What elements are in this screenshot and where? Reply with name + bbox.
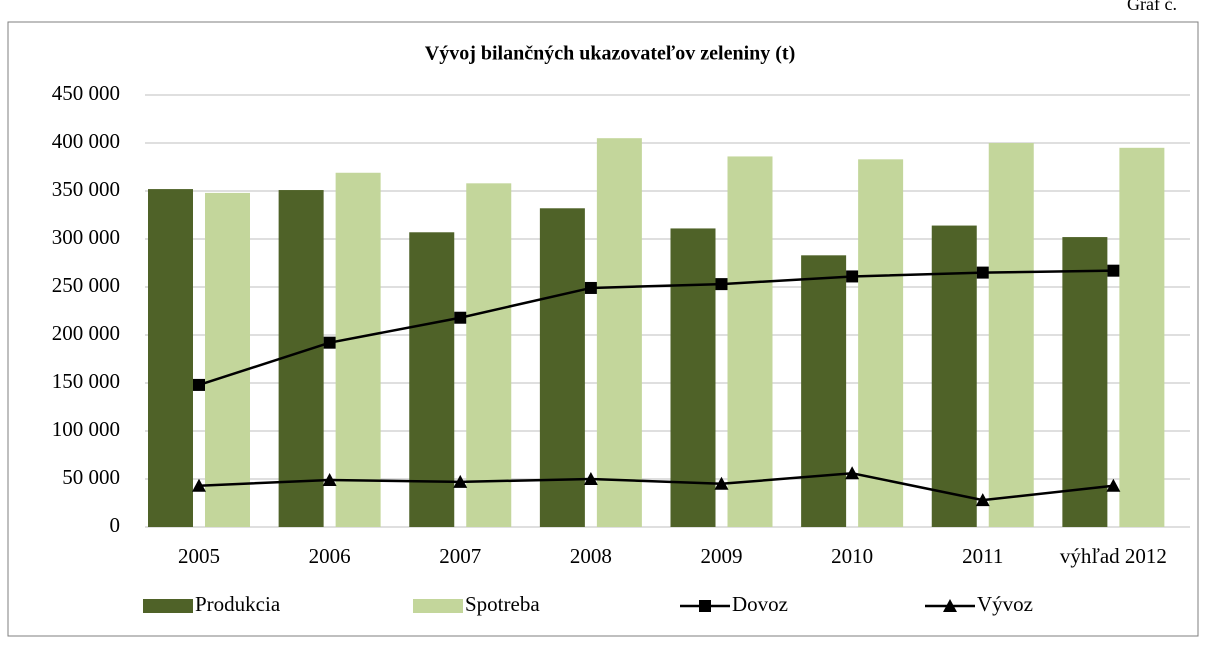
x-tick-label: 2011 (962, 544, 1003, 568)
marker (1106, 478, 1121, 492)
line (198, 471, 1114, 502)
bar (539, 208, 585, 527)
bar (278, 190, 324, 528)
bar (596, 138, 642, 527)
legend-label: Vývoz (977, 592, 1033, 616)
x-tick-label: 2009 (701, 544, 743, 568)
bar (335, 172, 381, 527)
legend-label: Produkcia (195, 592, 281, 616)
legend-swatch (413, 599, 463, 613)
marker (715, 278, 728, 291)
y-tick-label: 150 000 (52, 369, 120, 393)
marker (699, 600, 711, 612)
legend-label: Spotreba (465, 592, 540, 616)
marker (1107, 264, 1120, 277)
marker (453, 474, 468, 488)
x-tick-label: 2007 (439, 544, 481, 568)
marker (584, 281, 597, 294)
marker (976, 266, 989, 279)
y-tick-label: 200 000 (52, 321, 120, 345)
marker (975, 493, 990, 507)
legend-label: Dovoz (732, 592, 788, 616)
marker (583, 472, 598, 485)
bar (670, 228, 716, 527)
bar (931, 225, 977, 527)
y-tick-label: 0 (110, 513, 121, 537)
y-tick-label: 400 000 (52, 129, 120, 153)
marker (845, 466, 860, 480)
y-tick-label: 50 000 (62, 465, 120, 489)
bar (409, 232, 455, 527)
marker (193, 378, 205, 391)
corner-label: Graf č. (1127, 0, 1177, 14)
bar (466, 183, 512, 527)
marker (714, 476, 729, 490)
bar (205, 192, 250, 528)
bar (858, 159, 904, 527)
line (198, 269, 1114, 387)
marker (192, 478, 206, 492)
bar (1062, 237, 1108, 527)
y-tick-label: 100 000 (52, 417, 120, 441)
y-tick-label: 250 000 (52, 273, 120, 297)
bar (801, 255, 847, 527)
y-tick-label: 450 000 (52, 81, 120, 105)
bar (1119, 147, 1165, 528)
x-tick-label: výhľad 2012 (1060, 544, 1167, 568)
y-tick-label: 300 000 (52, 225, 120, 249)
bar (148, 189, 193, 527)
marker (323, 336, 336, 349)
bar (727, 156, 773, 527)
y-tick-label: 350 000 (52, 177, 120, 201)
marker (322, 472, 337, 486)
chart-border (7, 21, 1199, 637)
chart-title: Vývoj bilančných ukazovateľov zeleniny (… (425, 43, 795, 65)
x-tick-label: 2008 (570, 544, 612, 568)
marker (846, 270, 859, 283)
x-tick-label: 2005 (178, 544, 220, 568)
x-tick-label: 2006 (309, 544, 351, 568)
bar (988, 143, 1034, 527)
legend-swatch (143, 599, 193, 613)
marker (943, 599, 957, 612)
x-tick-label: 2010 (831, 544, 873, 568)
marker (454, 311, 467, 324)
